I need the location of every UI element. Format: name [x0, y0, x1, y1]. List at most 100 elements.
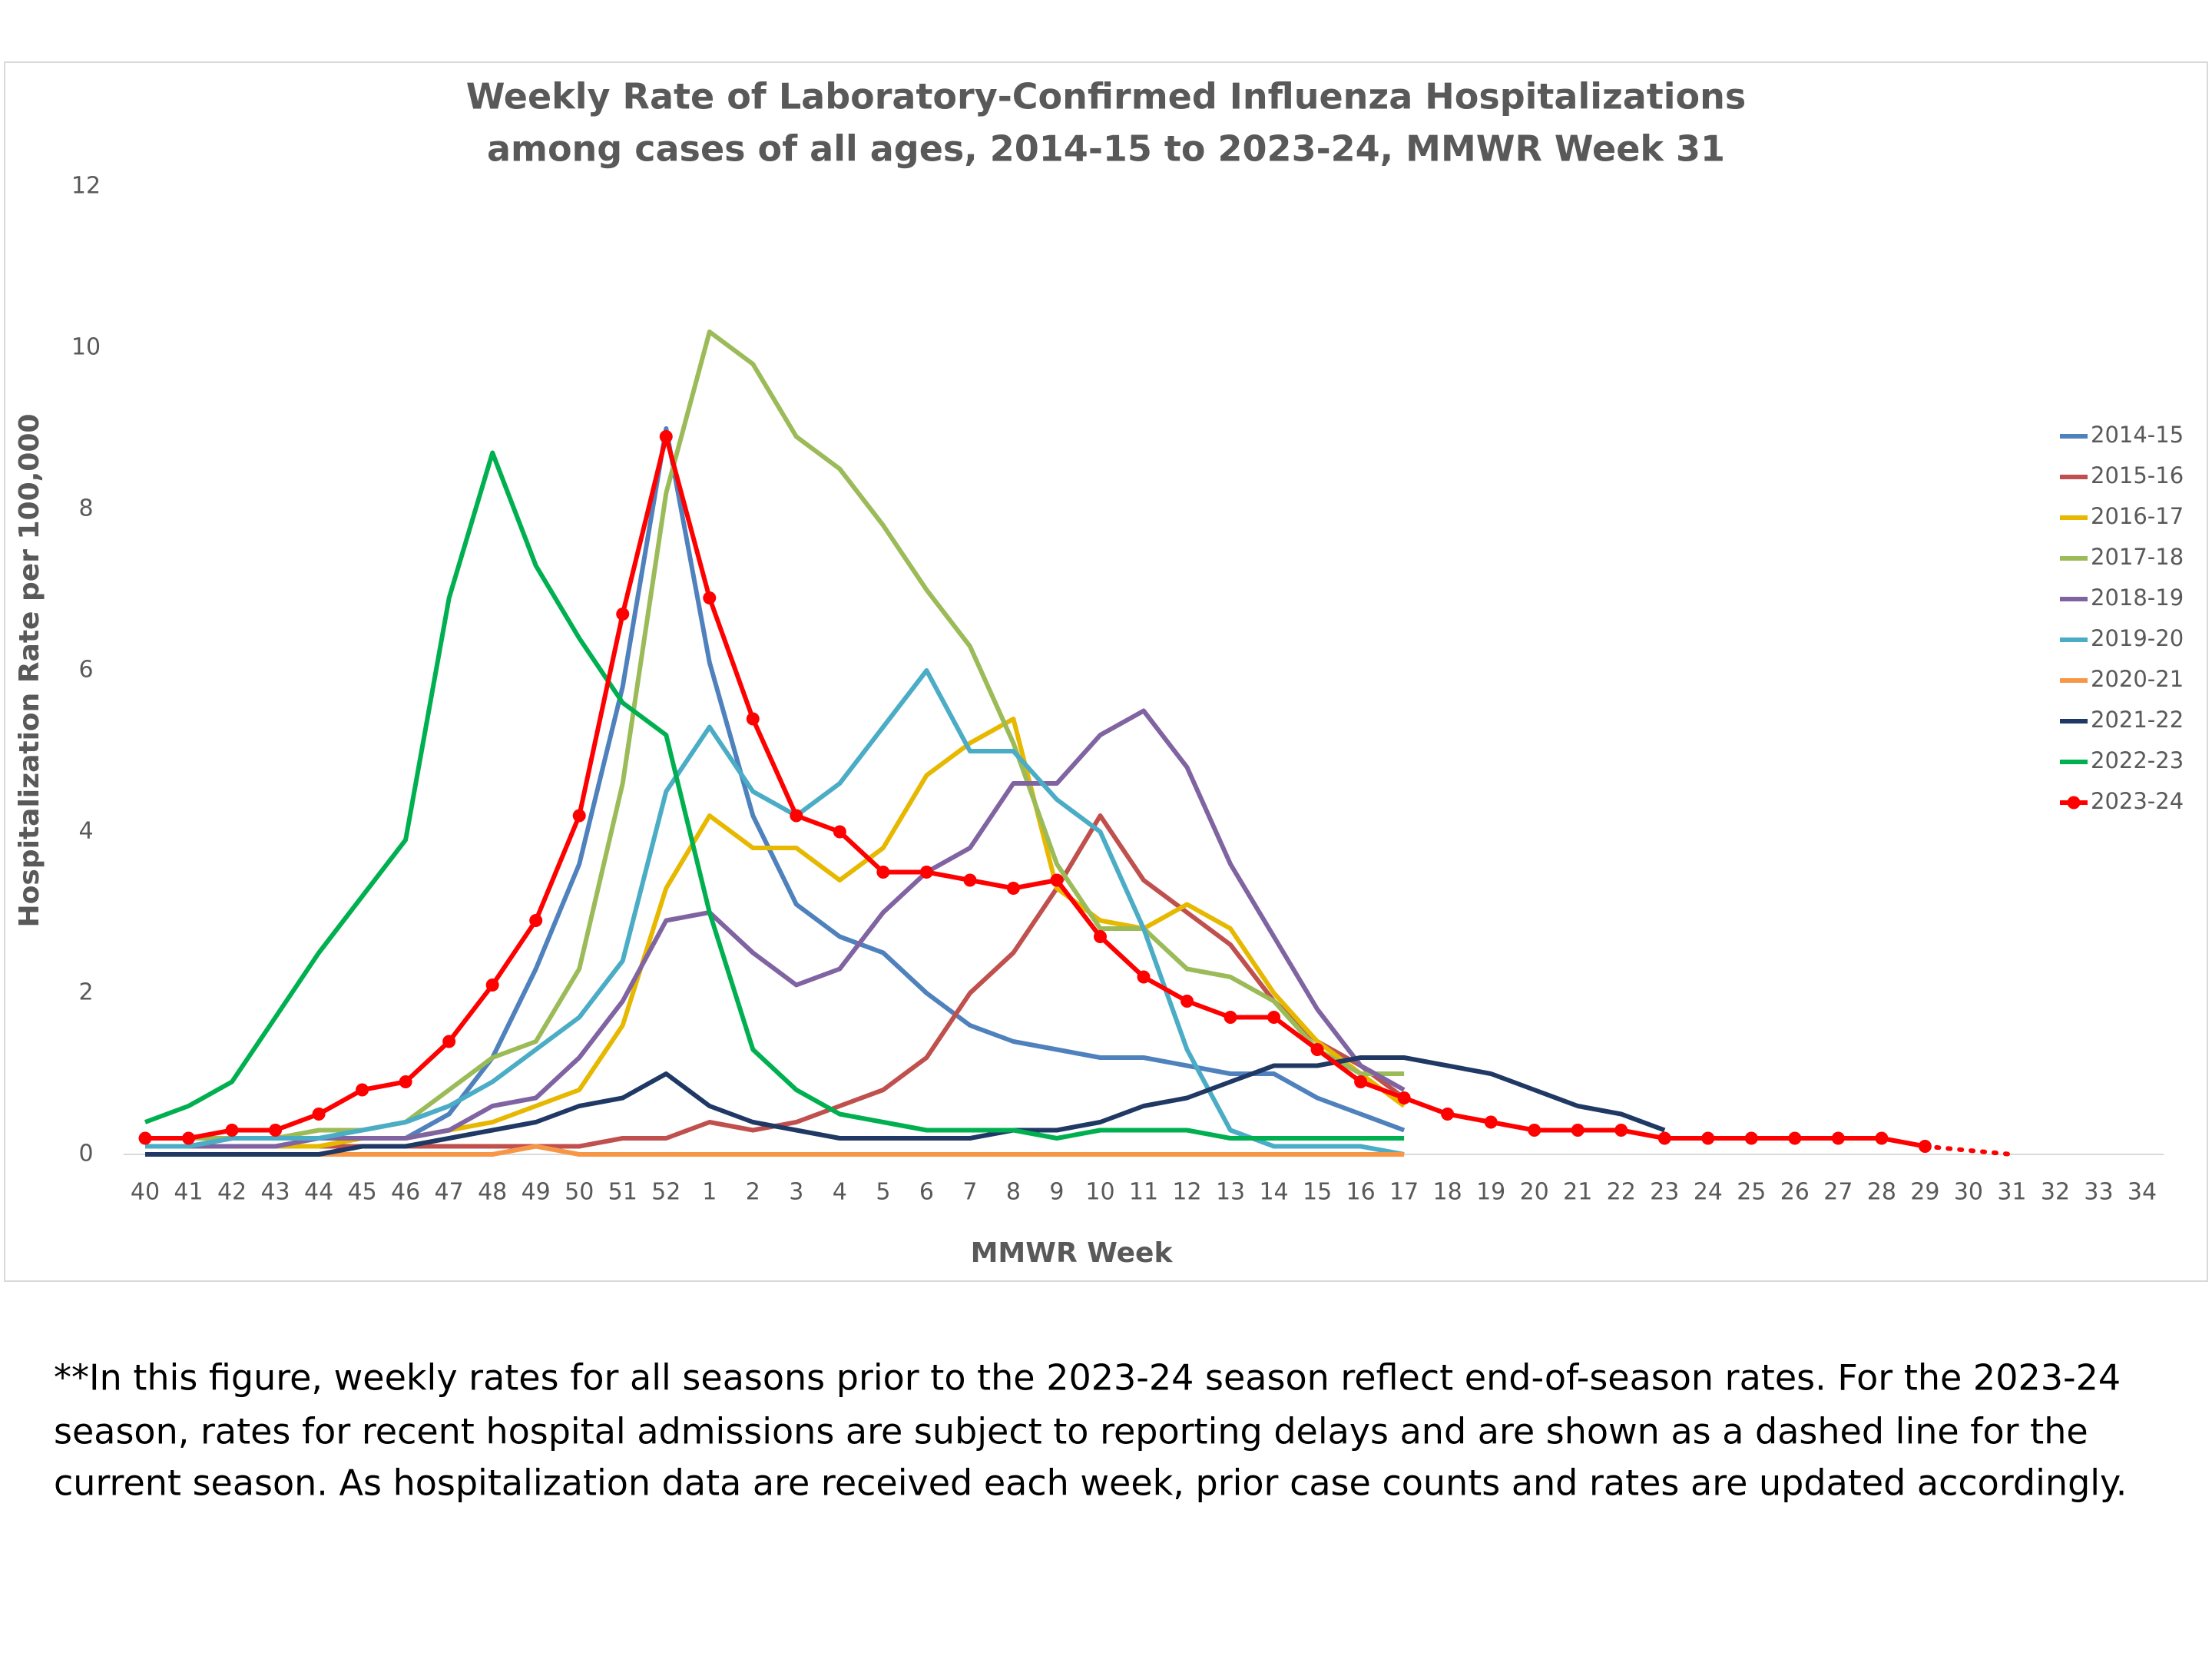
x-tick-label: 20: [1520, 1179, 1549, 1206]
series-line: [145, 1144, 1405, 1157]
series-line: [144, 450, 1405, 1141]
legend-label: 2023-24: [2091, 788, 2184, 814]
marker: [442, 1035, 456, 1048]
y-tick-label: 12: [71, 173, 101, 200]
marker: [876, 866, 890, 879]
series-line: [145, 668, 1405, 1157]
x-tick-label: 17: [1389, 1179, 1419, 1206]
x-tick-label: 27: [1823, 1179, 1853, 1206]
x-tick-label: 33: [2084, 1179, 2113, 1206]
x-tick-label: 18: [1433, 1179, 1462, 1206]
x-tick-label: 49: [522, 1179, 551, 1206]
legend-label: 2020-21: [2091, 666, 2184, 692]
x-tick-label: 16: [1346, 1179, 1376, 1206]
chart-border: [4, 61, 2208, 1282]
marker: [1006, 882, 1020, 895]
marker: [1528, 1124, 1541, 1137]
marker: [703, 591, 717, 604]
x-tick-label: 26: [1780, 1179, 1810, 1206]
footnote: **In this figure, weekly rates for all s…: [54, 1357, 2121, 1399]
marker: [572, 809, 586, 823]
marker: [1788, 1131, 1802, 1145]
x-tick-label: 4: [833, 1179, 847, 1206]
x-tick-label: 25: [1737, 1179, 1766, 1206]
marker: [1354, 1075, 1368, 1088]
x-tick-label: 7: [962, 1179, 977, 1206]
marker: [1441, 1108, 1455, 1121]
marker: [1050, 873, 1064, 887]
x-tick-label: 30: [1954, 1179, 1983, 1206]
x-tick-label: 45: [348, 1179, 377, 1206]
x-tick-label: 46: [391, 1179, 420, 1206]
marker: [1397, 1091, 1411, 1104]
series-line: [145, 1055, 1666, 1157]
marker: [616, 608, 630, 621]
x-tick-label: 32: [2041, 1179, 2070, 1206]
x-tick-label: 2: [746, 1179, 760, 1206]
marker: [1224, 1011, 1237, 1024]
x-tick-label: 42: [217, 1179, 247, 1206]
marker: [485, 979, 499, 992]
x-tick-label: 22: [1607, 1179, 1636, 1206]
marker: [1918, 1140, 1932, 1153]
x-tick-label: 29: [1910, 1179, 1939, 1206]
marker: [529, 914, 543, 927]
footnote: current season. As hospitalization data …: [54, 1462, 2127, 1504]
series-line-provisional: [1922, 1144, 2015, 1157]
marker: [1701, 1131, 1715, 1145]
footnote: season, rates for recent hospital admiss…: [54, 1411, 2088, 1452]
x-tick-label: 13: [1216, 1179, 1245, 1206]
x-tick-label: 41: [174, 1179, 203, 1206]
marker: [399, 1075, 412, 1088]
x-tick-label: 8: [1006, 1179, 1021, 1206]
marker: [1310, 1043, 1324, 1056]
x-tick-label: 47: [435, 1179, 464, 1206]
marker: [225, 1124, 239, 1137]
chart-title: among cases of all ages, 2014-15 to 2023…: [487, 128, 1725, 170]
legend-marker: [2067, 796, 2081, 810]
marker: [963, 873, 977, 887]
y-tick-label: 8: [78, 495, 93, 522]
x-tick-label: 19: [1476, 1179, 1505, 1206]
x-tick-label: 50: [565, 1179, 594, 1206]
marker: [659, 430, 673, 443]
x-tick-label: 1: [702, 1179, 717, 1206]
x-tick-label: 5: [876, 1179, 890, 1206]
legend-label: 2017-18: [2091, 544, 2184, 570]
x-tick-label: 24: [1694, 1179, 1723, 1206]
marker: [1744, 1131, 1758, 1145]
x-tick-label: 51: [608, 1179, 637, 1206]
x-tick-label: 34: [2128, 1179, 2157, 1206]
marker: [1267, 1011, 1281, 1024]
marker: [919, 866, 933, 879]
x-tick-label: 23: [1650, 1179, 1679, 1206]
marker: [1831, 1131, 1845, 1145]
y-tick-label: 6: [78, 657, 93, 684]
marker: [312, 1108, 326, 1121]
chart-title: Weekly Rate of Laboratory-Confirmed Infl…: [466, 76, 1747, 118]
x-tick-label: 12: [1172, 1179, 1201, 1206]
marker: [356, 1083, 369, 1097]
x-tick-label: 3: [789, 1179, 803, 1206]
marker: [182, 1131, 196, 1145]
legend-label: 2016-17: [2091, 503, 2184, 529]
y-tick-label: 0: [78, 1141, 93, 1167]
y-tick-label: 2: [78, 979, 93, 1006]
marker: [1614, 1124, 1628, 1137]
marker: [1875, 1131, 1889, 1145]
legend-label: 2021-22: [2091, 707, 2184, 733]
x-tick-label: 21: [1563, 1179, 1592, 1206]
x-tick-label: 6: [919, 1179, 934, 1206]
x-tick-label: 40: [131, 1179, 160, 1206]
marker: [746, 712, 760, 726]
x-tick-label: 10: [1085, 1179, 1114, 1206]
x-tick-label: 9: [1049, 1179, 1064, 1206]
x-tick-label: 44: [304, 1179, 333, 1206]
x-tick-label: 31: [1997, 1179, 2026, 1206]
marker: [1571, 1124, 1584, 1137]
x-tick-label: 28: [1867, 1179, 1896, 1206]
marker: [790, 809, 803, 823]
marker: [1657, 1131, 1671, 1145]
y-tick-label: 4: [78, 818, 93, 845]
